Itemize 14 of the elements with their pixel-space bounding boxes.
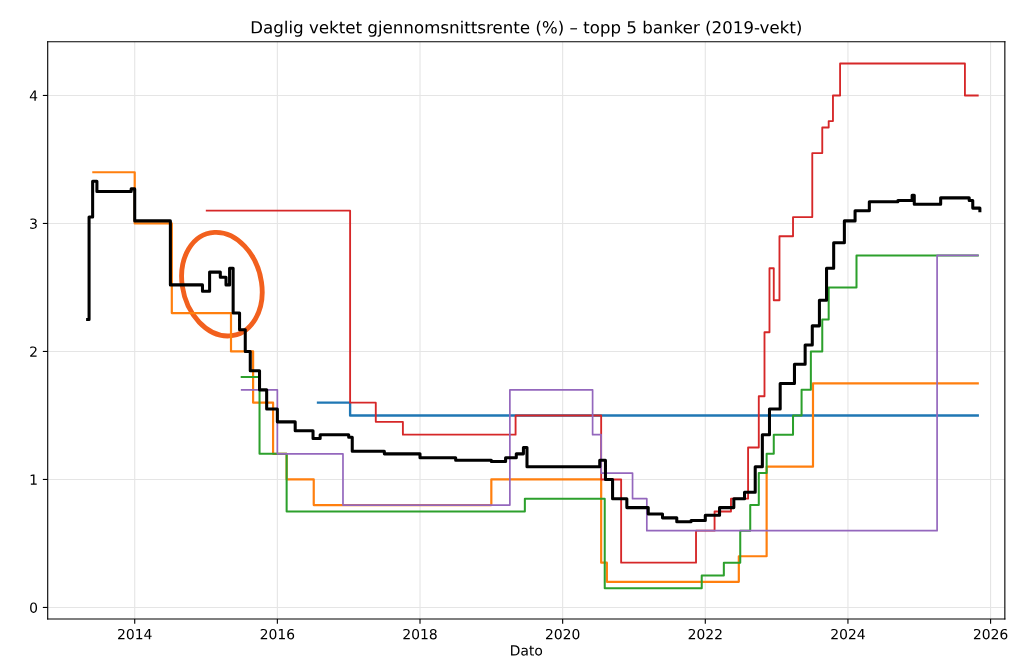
y-tick-label: 1: [30, 474, 37, 485]
x-tick-label: 2016: [260, 628, 295, 640]
y-tick-label: 2: [30, 346, 37, 357]
y-tick-label: 0: [30, 602, 38, 613]
x-tick-label: 2026: [973, 628, 1008, 640]
x-tick-label: 2014: [118, 628, 152, 640]
y-tick-label: 3: [30, 218, 37, 229]
x-axis-title: Dato: [511, 645, 543, 656]
y-tick-label: 4: [29, 90, 38, 101]
x-tick-label: 2024: [831, 628, 865, 640]
x-tick-label: 2020: [546, 628, 580, 640]
x-tick-label: 2022: [688, 628, 722, 640]
x-tick-label: 2018: [403, 628, 437, 640]
chart-title: Daglig vektet gjennomsnittsrente (%) – topp 5 banker (2019-vekt): [251, 20, 801, 37]
